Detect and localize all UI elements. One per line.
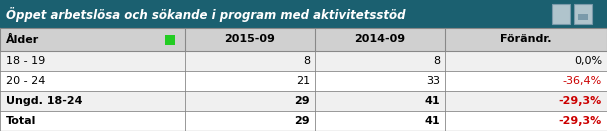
Text: 21: 21 [296,76,310,86]
Bar [0,28,607,51]
Text: Ungd. 18-24: Ungd. 18-24 [6,96,83,106]
Bar [552,4,570,24]
Text: 41: 41 [424,116,440,126]
Bar [578,14,588,20]
Text: 8: 8 [433,56,440,66]
Text: -29,3%: -29,3% [559,116,602,126]
Text: -29,3%: -29,3% [559,96,602,106]
Bar [0,0,607,28]
Bar [0,91,607,111]
Bar [0,111,607,131]
Text: Öppet arbetslösa och sökande i program med aktivitetsstöd: Öppet arbetslösa och sökande i program m… [6,7,405,21]
Text: 18 - 19: 18 - 19 [6,56,46,66]
Text: 20 - 24: 20 - 24 [6,76,46,86]
Text: 41: 41 [424,96,440,106]
Text: Förändr.: Förändr. [500,34,552,45]
Text: Total: Total [6,116,36,126]
Text: -36,4%: -36,4% [563,76,602,86]
Text: 2015-09: 2015-09 [225,34,276,45]
Text: 29: 29 [294,96,310,106]
Text: 2014-09: 2014-09 [354,34,405,45]
Text: 8: 8 [303,56,310,66]
Bar [0,51,607,71]
Text: 33: 33 [426,76,440,86]
Text: 0,0%: 0,0% [574,56,602,66]
Bar [574,4,592,24]
Text: Ålder: Ålder [6,34,39,45]
Text: 29: 29 [294,116,310,126]
Bar [0,71,607,91]
Bar [165,34,175,45]
